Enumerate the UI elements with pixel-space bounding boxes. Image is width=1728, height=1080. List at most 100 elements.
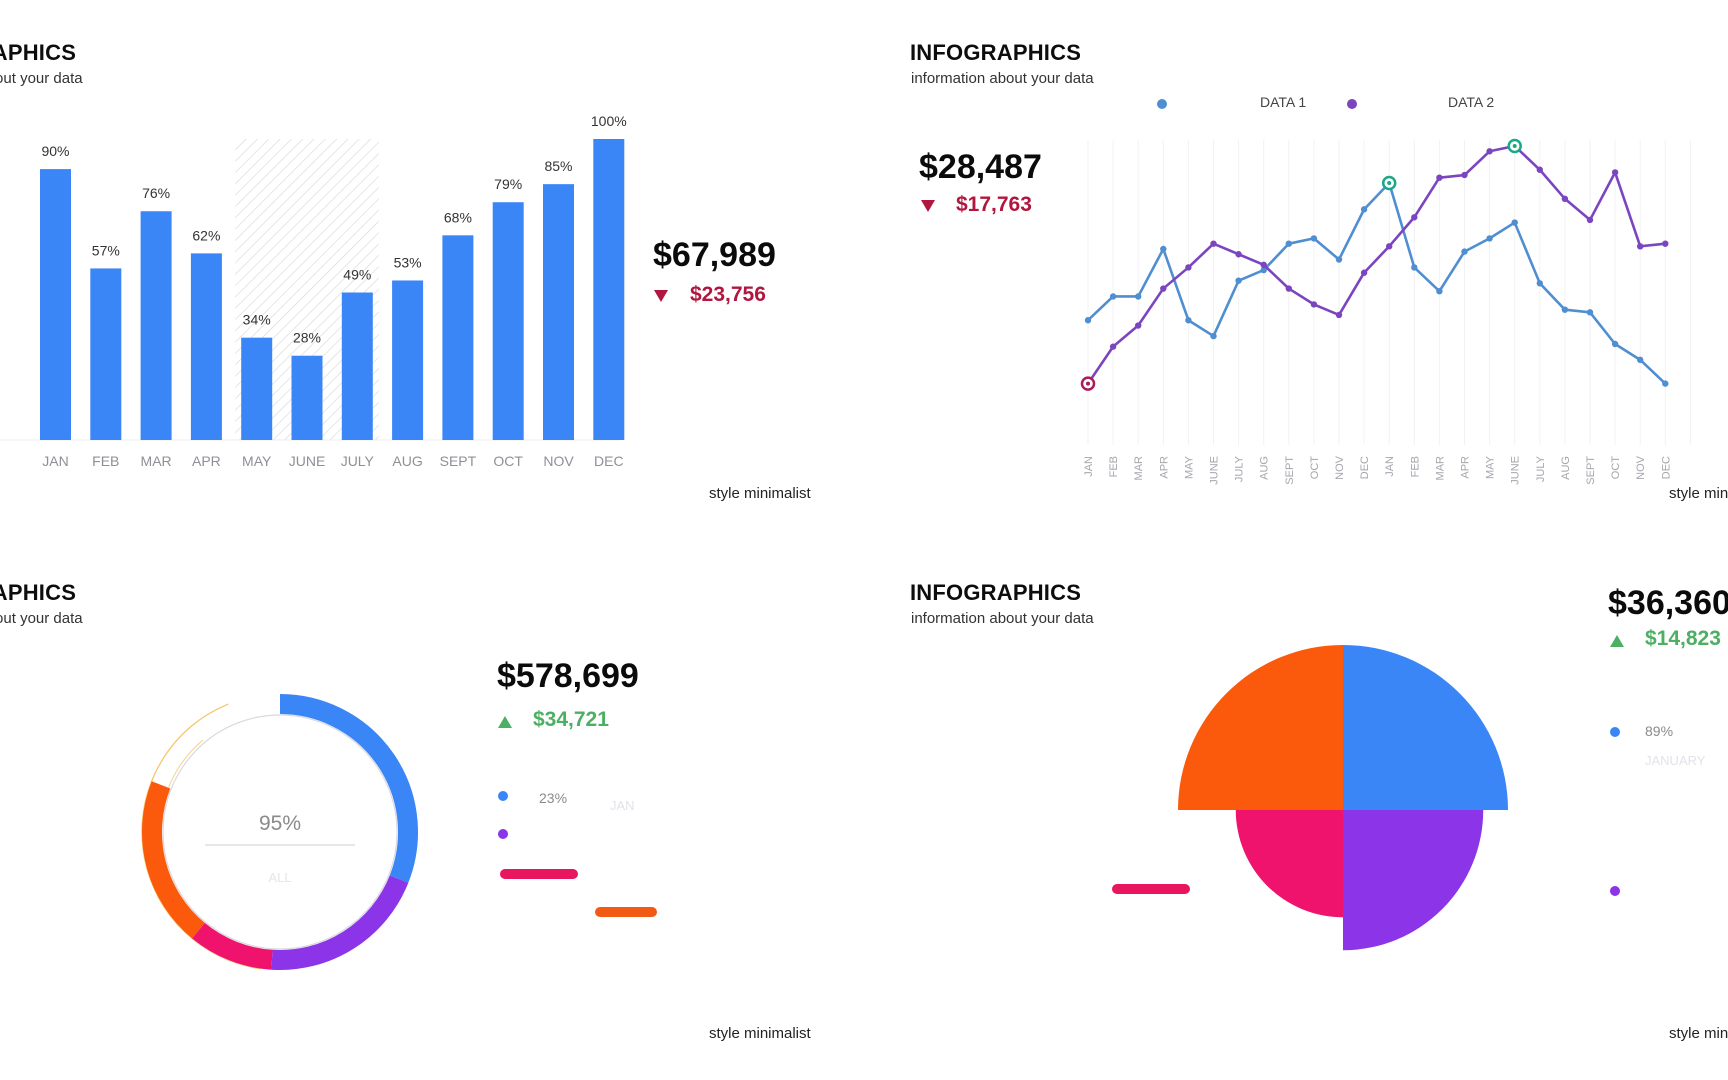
x-tick-label: MAR (1133, 456, 1145, 481)
pie-sector-pink (1235, 810, 1343, 918)
x-tick-label: NOV (543, 453, 574, 469)
panel-subtitle: information about your data (0, 70, 83, 87)
down-arrow-icon (654, 290, 668, 302)
legend-dot-data1 (1157, 99, 1167, 109)
bar-value-label: 79% (494, 176, 522, 192)
series-2-point (1461, 171, 1468, 179)
line-chart: JAN FEB MAR APR MAY JUNE JULY AUG SEPT OCT NOV DEC J… (1080, 138, 1691, 485)
style-note: style minimalist (1669, 1025, 1728, 1042)
series-2-point (1637, 243, 1644, 250)
bar-july (341, 292, 373, 440)
donut-center-value: 95% (258, 812, 302, 835)
bar-chart: 90% JAN 57% FEB 76% MAR 62% APR 34% MAY 28% JUNE 49%… (0, 113, 627, 469)
x-tick-label: FEB (1409, 456, 1421, 477)
highlight-marker-core (1086, 381, 1090, 386)
up-arrow-icon (1610, 635, 1624, 647)
series-1-point (1335, 256, 1343, 263)
x-tick-label: JUNE (1510, 456, 1522, 485)
series-1-point (1436, 288, 1443, 295)
series-1-point (1310, 235, 1318, 242)
legend-bar-orange (595, 907, 657, 917)
panel-title: INFOGRAPHICS (0, 40, 77, 65)
x-tick-label: OCT (1610, 456, 1622, 480)
series-2-point (1310, 301, 1318, 308)
series-1-point (1611, 340, 1619, 348)
series-line-2 (1086, 144, 1666, 385)
bar-value-label: 62% (192, 227, 220, 243)
x-tick-label: DEC (1660, 456, 1672, 479)
legend-dot-blue (498, 791, 508, 801)
bar-value-label: 57% (92, 242, 120, 258)
donut-segment-orange (142, 781, 205, 939)
bar-aug (392, 280, 424, 440)
legend-dot-blue (1610, 727, 1620, 737)
x-tick-label: SEPT (1284, 456, 1296, 485)
x-tick-label: JULY (1535, 455, 1547, 482)
series-2-point (1260, 261, 1267, 268)
bar-chart-panel: INFOGRAPHICS information about your data… (0, 0, 864, 540)
series-1-point (1411, 264, 1418, 271)
series-1-point (1260, 266, 1267, 274)
series-1-point (1662, 380, 1669, 387)
x-tick-label: JUNE (1209, 456, 1221, 485)
series-2-point (1486, 148, 1493, 155)
x-tick-label: DEC (1359, 456, 1371, 479)
panel-subtitle: information about your data (911, 610, 1094, 627)
x-tick-label: OCT (1309, 456, 1321, 480)
x-tick-label: FEB (92, 453, 119, 469)
panel-subtitle: information about your data (911, 70, 1094, 87)
x-tick-label: MAY (242, 453, 272, 469)
style-note: style minimalist (709, 1025, 811, 1042)
x-tick-label: JAN (1384, 456, 1396, 477)
panel-subtitle: information about your data (0, 610, 83, 627)
delta-value: $34,721 (533, 708, 609, 731)
series-1-point (1185, 317, 1192, 324)
series-1-point (1586, 309, 1594, 316)
series-1-point (1135, 293, 1142, 300)
series-2-point (1436, 174, 1443, 181)
x-tick-label: APR (1158, 456, 1170, 479)
delta-value: $14,823 (1645, 627, 1721, 650)
stat-value: 23% (539, 790, 568, 806)
style-note: style minimalist (1669, 485, 1728, 502)
inner-ring (162, 714, 398, 950)
series-1-point (1160, 245, 1167, 253)
series-2-point (1335, 311, 1343, 319)
x-tick-label: JUNE (289, 453, 326, 469)
series-2-point (1411, 214, 1418, 221)
delta-value: $17,763 (956, 193, 1032, 216)
x-tick-label: DEC (594, 453, 624, 469)
bar-value-label: 100% (591, 113, 627, 129)
x-tick-label: JULY (341, 453, 375, 469)
series-1-point (1109, 293, 1117, 300)
total-value: $67,989 (653, 236, 776, 274)
series-1-point (1461, 248, 1468, 255)
bar-value-label: 28% (293, 330, 321, 346)
series-2-point (1160, 285, 1167, 292)
series-2-point (1109, 343, 1117, 350)
bar-nov (543, 184, 574, 440)
pie-sector-blue (1343, 645, 1508, 810)
x-tick-label: APR (1460, 456, 1472, 479)
stat-value: 89% (1645, 723, 1674, 739)
donut-chart (141, 694, 418, 970)
down-arrow-icon (921, 200, 935, 212)
series-1-point (1235, 277, 1242, 284)
panel-title: INFOGRAPHICS (0, 580, 77, 605)
legend-bar-pink (500, 869, 578, 879)
series-2-point (1536, 166, 1543, 173)
donut-chart-panel: INFOGRAPHICS information about your data… (0, 540, 864, 1080)
bar-dec (593, 139, 625, 440)
series-2-point (1386, 243, 1393, 250)
series-1-point (1360, 206, 1368, 213)
bar-oct (492, 202, 524, 440)
bar-value-label: 53% (394, 254, 422, 270)
style-note: style minimalist (709, 485, 811, 502)
series-1-point (1486, 235, 1493, 242)
series-2-point (1210, 240, 1217, 247)
bar-value-label: 90% (41, 143, 69, 159)
x-tick-label: NOV (1334, 455, 1346, 480)
stat-label: JAN (610, 798, 635, 813)
x-tick-label: SEPT (1585, 456, 1597, 485)
legend-dot-data2 (1347, 99, 1357, 109)
